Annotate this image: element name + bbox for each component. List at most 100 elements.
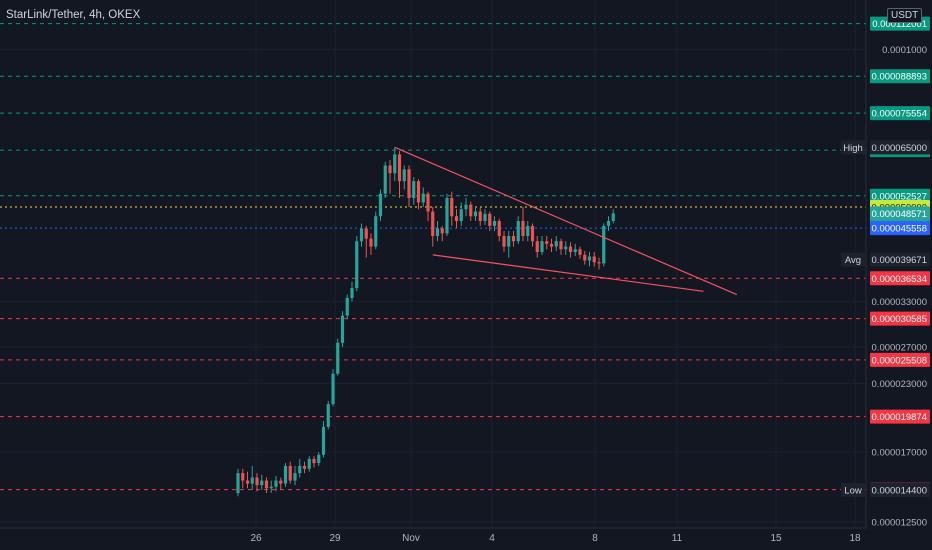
candle-body [431,211,435,237]
candle-body [568,246,573,253]
candle-body [260,480,264,486]
candle-body [521,221,525,237]
candle-body [478,211,482,222]
candle-body [326,404,330,427]
candle-body [502,236,506,247]
candle-body [592,256,596,263]
candle-body [459,209,463,222]
candle-body [397,154,402,182]
candle-body [559,241,563,250]
price-tag-label-bg [870,140,930,155]
currency-badge[interactable]: USDT [887,8,923,23]
trendline[interactable] [432,254,704,292]
candle-body [597,262,601,264]
candle-body [269,486,273,489]
trendline[interactable] [394,146,737,296]
candle-body [435,228,440,237]
candle-body [545,241,549,244]
candle-body [492,221,497,226]
level-price-label-bg [870,69,930,84]
candle-body [445,198,449,234]
candle-body [378,193,383,217]
candle-body [416,181,421,203]
candle-body [279,480,283,484]
candle-body [236,473,240,494]
candle-body [421,193,425,203]
level-price-label: 0.000036534 [872,274,927,285]
level-price-label-bg [870,311,930,326]
time-tick-label: 26 [250,533,262,544]
price-tag-label: 0.000065000 [872,143,927,154]
price-tag-label: 0.000039671 [872,255,927,266]
price-tick-label: 0.000023000 [872,379,927,390]
level-price-label-bg [870,352,930,367]
candle-body [312,458,316,464]
level-price-label: 0.000112001 [872,19,927,30]
candle-body [426,193,430,212]
candle-body [511,236,516,242]
tag-badge-bg [841,252,865,267]
candle-body [307,458,311,469]
candle-body [355,241,359,289]
candle-body [407,169,411,199]
candle-body [274,480,278,487]
time-tick-label: 8 [592,533,598,544]
candle-body [364,228,368,239]
tag-badge-bg [841,482,865,497]
candle-body [488,213,492,226]
candle-body [564,246,568,250]
time-tick-label: 11 [672,533,683,544]
candle-body [473,211,478,217]
candle-body [302,465,307,469]
level-price-label: 0.000030585 [872,314,927,325]
price-tick-label: 0.000033000 [872,297,927,308]
level-price-label: 0.000019874 [872,412,927,423]
candle-body [298,465,302,474]
time-tick-label: 18 [849,533,861,544]
price-tick-label: 0.0001000 [882,45,927,56]
candle-body [241,473,245,481]
level-price-label: 0.000075554 [872,109,927,120]
candle-body [283,465,288,484]
candle-body [497,221,501,237]
candle-body [255,477,259,486]
candle-body [383,165,387,194]
candle-body [393,154,397,174]
candle-body [359,228,364,242]
level-price-label: 0.000025508 [872,355,927,366]
candle-body [540,241,544,253]
candle-body [350,288,354,298]
candle-body [507,236,511,247]
candle-body [454,216,459,222]
candle-body [450,198,454,217]
time-tick-label: 4 [489,533,495,544]
price-tick-label: 0.000012500 [872,518,927,529]
level-price-label-bg [870,106,930,121]
candle-body [573,249,577,253]
level-price-label-bg [870,409,930,424]
candle-body [469,204,473,217]
tag-badge-bg [841,140,865,155]
chart-title: StarLink/Tether, 4h, OKEX [6,9,141,21]
time-tick-label: 15 [770,533,782,544]
candle-body [388,165,392,174]
candle-body [264,480,269,489]
level-price-label-bg [870,188,930,203]
candle-body [336,342,340,374]
candle-body [516,221,520,242]
candle-body [530,225,535,242]
candle-body [412,181,416,199]
tag-badge: Avg [845,255,861,266]
price-tag-label-bg [870,221,930,236]
candle-body [245,480,250,484]
candle-body [578,249,582,255]
candle-body [554,241,558,247]
level-price-label-bg [870,271,930,286]
level-price-label: 0.000088893 [872,72,927,83]
tag-badge: High [843,143,863,154]
candle-body [464,204,468,210]
candle-body [340,315,345,343]
